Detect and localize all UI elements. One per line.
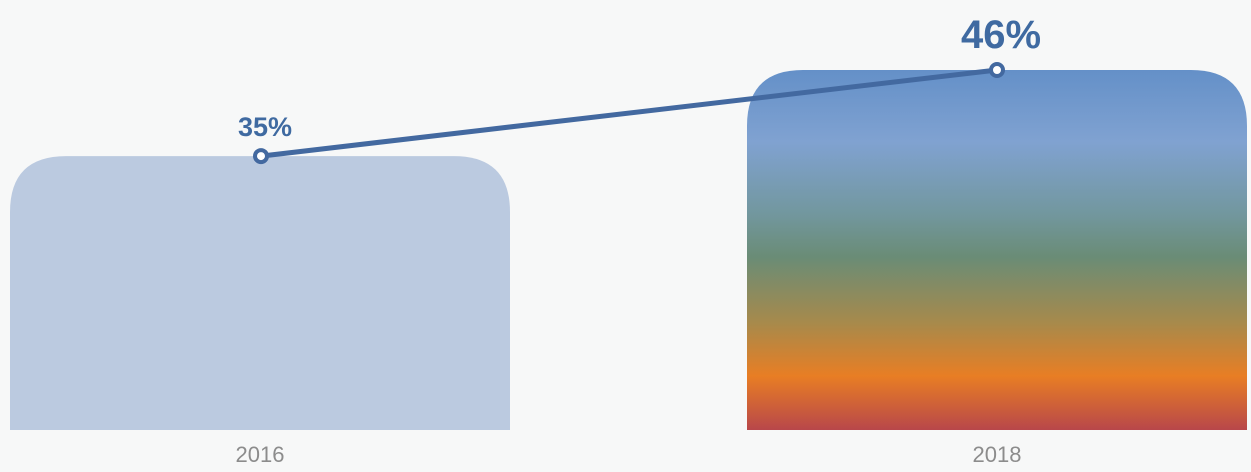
data-label-2016: 35% [238, 112, 292, 142]
bars-group [10, 70, 1247, 430]
bar-2018 [747, 70, 1247, 430]
trend-line [260, 67, 998, 159]
bar-2016 [10, 156, 510, 430]
x-tick-label-2016: 2016 [236, 442, 285, 467]
marker-2018 [989, 62, 1005, 78]
labels-group: 35% 46% [238, 13, 1041, 142]
x-tick-label-2018: 2018 [973, 442, 1022, 467]
markers-group [253, 62, 1005, 165]
data-label-2018: 46% [961, 13, 1041, 57]
x-axis: 2016 2018 [236, 442, 1022, 467]
marker-2016 [253, 148, 269, 165]
